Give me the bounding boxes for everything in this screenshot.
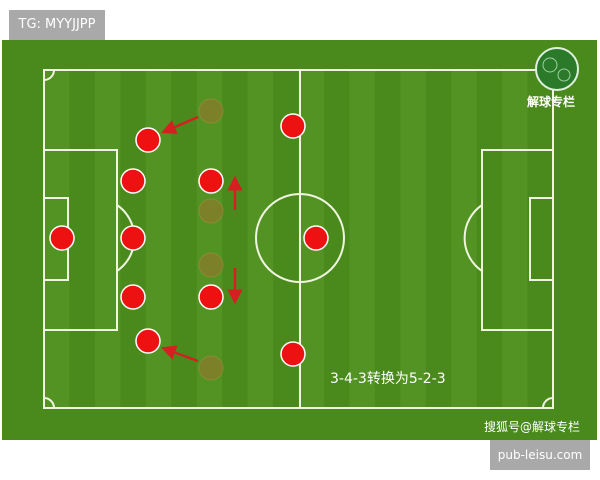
- grass-stripe: [400, 70, 426, 408]
- grass-stripe: [502, 70, 528, 408]
- grass-stripe: [247, 70, 274, 408]
- grass-stripe: [349, 70, 375, 408]
- formation-caption: 3-4-3转换为5-2-3: [330, 371, 446, 387]
- grass-stripe: [145, 70, 172, 408]
- logo: [535, 47, 579, 91]
- watermark: 搜狐号@解球专栏: [484, 420, 581, 434]
- players: [49, 113, 329, 367]
- movement-arrows: [160, 115, 243, 363]
- grass-stripe: [196, 70, 223, 408]
- ghost-positions: [198, 98, 224, 381]
- tg-label: TG: MYYJJPP: [9, 10, 105, 40]
- site-label: pub-leisu.com: [490, 440, 590, 470]
- logo-text: 解球专栏: [527, 95, 576, 109]
